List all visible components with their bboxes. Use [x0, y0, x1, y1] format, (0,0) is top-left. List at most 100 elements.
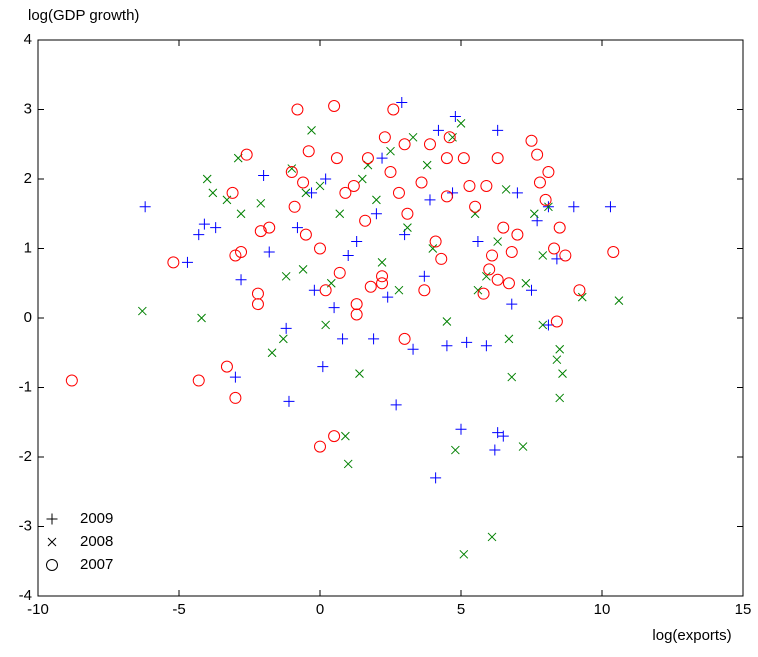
marker-circle [384, 166, 397, 179]
marker-cross [403, 223, 412, 233]
marker-circle [573, 284, 586, 297]
marker-plus [489, 444, 501, 456]
marker-plus [306, 187, 318, 199]
marker-cross [482, 271, 491, 281]
marker-cross [518, 442, 528, 451]
marker-cross [487, 532, 497, 542]
marker-circle [288, 200, 301, 213]
marker-cross [552, 355, 562, 365]
marker-cross [278, 334, 288, 344]
marker-circle [387, 103, 400, 116]
x-axis-label: log(exports) [652, 627, 731, 644]
legend-marker [46, 513, 58, 525]
marker-cross [343, 459, 353, 469]
marker-circle [435, 252, 448, 265]
marker-plus [235, 274, 247, 286]
y-tick-label: -3 [19, 517, 32, 534]
marker-circle [548, 242, 561, 255]
marker-circle [350, 308, 363, 321]
marker-circle [330, 152, 343, 165]
marker-plus [492, 124, 504, 136]
marker-cross [202, 174, 212, 184]
y-tick-label: -1 [19, 378, 32, 395]
marker-circle [443, 131, 456, 144]
marker-cross [208, 188, 218, 198]
marker-cross [422, 160, 432, 170]
marker-plus [480, 340, 492, 352]
marker-circle [339, 186, 352, 199]
marker-circle [226, 186, 239, 199]
marker-circle [491, 273, 504, 286]
marker-cross [281, 271, 291, 281]
marker-plus [337, 333, 349, 345]
marker-plus [407, 343, 419, 355]
marker-plus [328, 302, 340, 314]
marker-plus [432, 124, 444, 136]
marker-cross [315, 181, 325, 191]
marker-circle [480, 179, 493, 192]
marker-plus [139, 201, 151, 213]
marker-cross [555, 344, 565, 354]
marker-plus [368, 333, 380, 345]
marker-circle [607, 245, 620, 258]
y-tick-label: -4 [19, 587, 32, 604]
legend-marker [46, 559, 58, 571]
marker-plus [418, 270, 430, 282]
marker-circle [440, 190, 453, 203]
marker-plus [382, 291, 394, 303]
marker-circle [361, 152, 374, 165]
marker-circle [497, 221, 510, 234]
marker-cross [372, 195, 381, 205]
marker-circle [486, 249, 499, 262]
marker-cross [577, 292, 587, 302]
x-tick-label: -5 [172, 601, 185, 618]
marker-circle [440, 152, 453, 165]
marker-circle [429, 235, 442, 248]
marker-circle [319, 284, 332, 297]
y-tick-label: 3 [24, 100, 32, 117]
marker-circle [559, 249, 572, 262]
legend-label: 2007 [80, 556, 113, 573]
marker-plus [263, 246, 275, 258]
marker-cross [614, 296, 624, 305]
marker-cross [493, 237, 503, 246]
marker-circle [401, 207, 414, 220]
marker-circle [398, 332, 411, 345]
marker-circle [333, 266, 346, 279]
marker-circle [364, 280, 377, 293]
marker-plus [210, 222, 222, 234]
marker-plus [506, 298, 518, 310]
marker-cross [521, 278, 531, 288]
marker-circle [533, 176, 546, 189]
marker-cross [507, 372, 517, 382]
marker-plus [370, 208, 382, 220]
marker-plus [193, 229, 205, 241]
marker-circle [415, 176, 428, 189]
marker-plus [568, 201, 580, 213]
marker-circle [525, 134, 538, 147]
marker-circle [398, 138, 411, 151]
marker-cross [501, 185, 511, 194]
marker-circle [328, 100, 341, 113]
marker-circle [328, 430, 341, 443]
marker-cross [321, 320, 330, 330]
marker-cross [287, 164, 297, 173]
marker-plus [526, 284, 537, 296]
marker-circle [502, 277, 515, 290]
marker-plus [320, 173, 332, 185]
marker-circle [229, 391, 242, 404]
x-tick-label: 5 [457, 601, 465, 618]
marker-plus [198, 218, 210, 230]
marker-cross [504, 334, 514, 344]
marker-cross [538, 251, 548, 260]
marker-circle [263, 221, 276, 234]
marker-plus [283, 395, 295, 407]
marker-cross [456, 119, 466, 128]
y-tick-label: 4 [24, 31, 32, 48]
marker-circle [531, 148, 544, 161]
plot-frame [37, 39, 744, 597]
marker-plus [472, 236, 484, 248]
marker-circle [65, 374, 78, 387]
marker-cross [544, 202, 553, 212]
marker-circle [392, 186, 405, 199]
